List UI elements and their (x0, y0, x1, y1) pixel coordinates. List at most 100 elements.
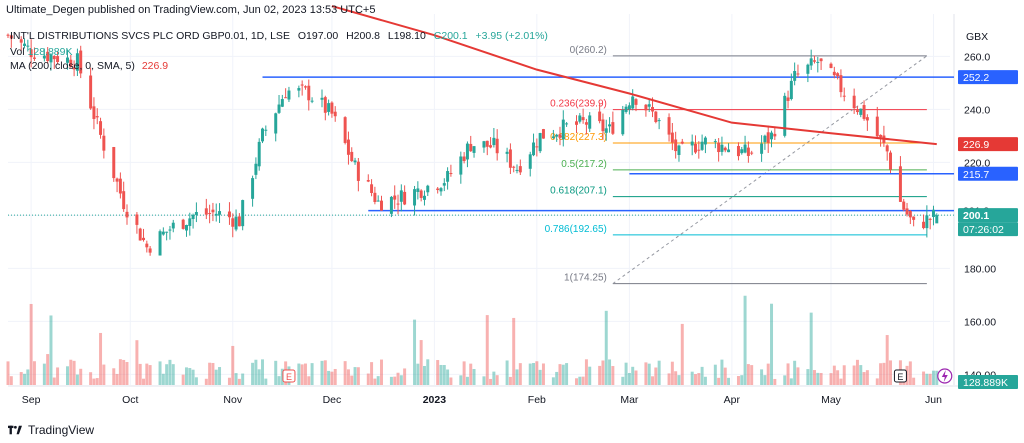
x-tick-label: Feb (528, 394, 546, 406)
candle-body (234, 216, 238, 230)
x-tick-label: May (821, 394, 842, 406)
volume-bar (829, 373, 833, 385)
candle-body (819, 58, 823, 62)
volume-bar (812, 370, 816, 385)
vol-value: 128.889K (27, 46, 73, 58)
countdown-badge (958, 222, 1018, 237)
legend-volume[interactable]: Vol 128.889K (10, 46, 73, 58)
volume-bar (703, 376, 707, 385)
volume-bar (89, 372, 93, 385)
volume-bar (393, 376, 397, 385)
candle-body (875, 116, 879, 137)
volume-bar (204, 378, 208, 385)
volume-bar (6, 361, 10, 385)
candle-body (885, 145, 889, 152)
candle-body (465, 143, 469, 160)
candle-body (925, 215, 929, 229)
volume-bar (836, 370, 840, 385)
y-tick-label: 220.0 (964, 157, 990, 169)
time-axis[interactable]: Sep Oct Nov Dec 2023 Feb Mar Apr May Jun (22, 394, 942, 406)
volume-bar (92, 378, 96, 385)
candle-body (578, 115, 582, 122)
candle-body (608, 124, 612, 127)
candle-body (703, 137, 707, 145)
candle-body (763, 135, 767, 143)
volume-bar (535, 361, 539, 385)
price-badge (958, 208, 1018, 223)
candle-body (323, 97, 327, 113)
candle-body (237, 216, 241, 227)
volume-bar (551, 377, 555, 385)
footer-brand[interactable]: TradingView (28, 423, 95, 437)
candle-body (102, 135, 106, 151)
volume-bar (512, 317, 516, 385)
volume-bar (928, 373, 932, 385)
price-badge-label: 200.1 (963, 210, 989, 222)
volume-bar (935, 370, 939, 385)
volume-bar (608, 359, 612, 385)
candle-body (518, 166, 522, 173)
volume-bar (852, 365, 856, 385)
price-badge-label: 226.9 (963, 139, 989, 151)
volume-bar (538, 369, 542, 385)
volume-bar (518, 363, 522, 385)
volume-bar (485, 315, 489, 385)
fib-retracement[interactable]: 0(260.2) 0.236(239.9) 0.382(227.3) 0.5(217.… (545, 45, 928, 285)
volume-bar (495, 375, 499, 385)
volume-bar (700, 366, 704, 385)
candle-body (370, 184, 374, 193)
volume-bar (508, 376, 512, 385)
candle-body (56, 56, 60, 63)
candle-body (277, 104, 281, 113)
horizontal-levels[interactable] (8, 76, 954, 216)
volume-bar (396, 372, 400, 385)
candles (6, 33, 939, 256)
volume-bar (670, 361, 674, 385)
candle-body (122, 191, 126, 210)
fib-label-0.382: 0.382(227.3) (550, 132, 607, 143)
candle-body (489, 145, 493, 148)
candle-body (310, 100, 314, 102)
candle-body (561, 119, 565, 140)
legend-open: O197.00 (297, 30, 339, 42)
x-tick-label: Jun (925, 394, 942, 406)
candle-body (320, 97, 324, 100)
candle-body (422, 195, 426, 200)
candle-body (254, 163, 258, 175)
volume-bar (333, 368, 337, 385)
candle-body (69, 59, 73, 67)
candle-body (720, 144, 724, 152)
candle-body (142, 237, 146, 241)
volume-bar (237, 378, 241, 385)
candle-body (261, 128, 264, 142)
candle-body (241, 200, 245, 227)
candle-body (194, 212, 198, 215)
candle-body (72, 67, 76, 70)
legend-ma[interactable]: MA (200, close, 0, SMA, 5) 226.9 (10, 60, 168, 72)
candle-body (115, 178, 119, 182)
price-badge (958, 166, 1018, 181)
legend-symbol[interactable]: INT'L DISTRIBUTIONS SVCS PLC ORD GBP0.01… (10, 30, 290, 42)
volume-bar (442, 365, 446, 385)
volume-bar (462, 361, 466, 385)
volume-bar (42, 363, 46, 385)
x-tick-label: Dec (323, 394, 342, 406)
volume-bar (746, 364, 750, 385)
volume-bar (465, 376, 469, 385)
volume-bar (469, 363, 473, 385)
candle-body (588, 115, 592, 129)
candle-body (307, 85, 311, 101)
footer: TradingView (8, 423, 94, 437)
volume-bar (125, 362, 129, 385)
volume-bar (931, 370, 935, 385)
fib-label-0.5: 0.5(217.2) (561, 159, 607, 170)
price-badge (958, 137, 1018, 152)
candle-body (690, 141, 694, 146)
candle-body (300, 84, 304, 86)
candle-body (426, 185, 430, 193)
candle-body (604, 128, 608, 133)
candle-body (736, 145, 740, 157)
volume-bar (720, 359, 724, 385)
